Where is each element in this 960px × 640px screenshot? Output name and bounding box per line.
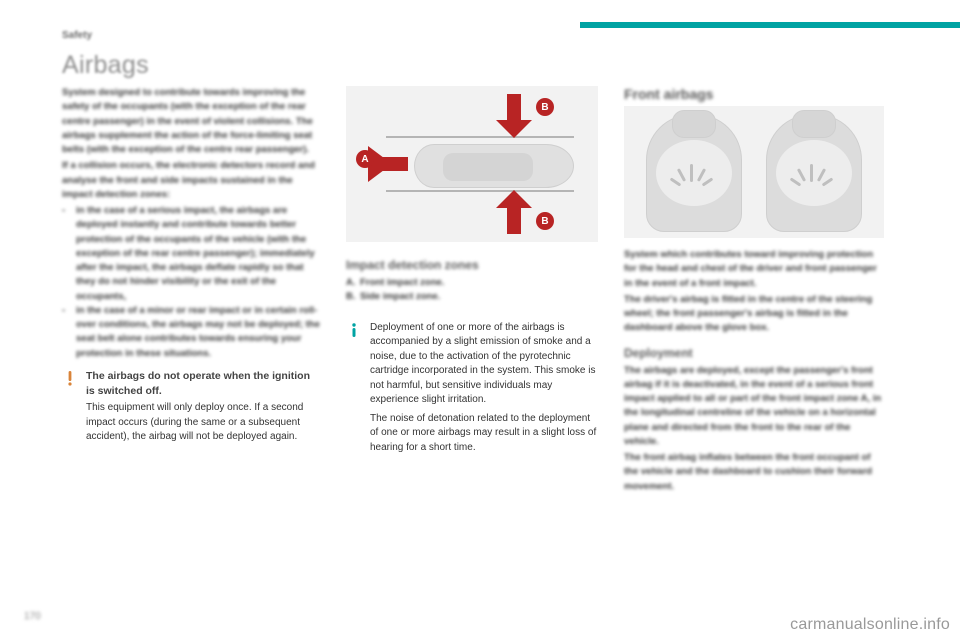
arrow-side-top-icon	[496, 94, 532, 138]
info-icon	[346, 322, 362, 338]
item-label: B.	[346, 290, 360, 304]
bullet-text: in the case of a serious impact, the air…	[76, 204, 320, 304]
list-item: B. Side impact zone.	[346, 290, 598, 304]
deployment-text: The airbags are deployed, except the pas…	[624, 364, 884, 496]
deployment-heading: Deployment	[624, 346, 884, 360]
label-b-bubble: B	[536, 212, 554, 230]
paragraph: System which contributes toward improvin…	[624, 248, 884, 291]
intro-block: System designed to contribute towards im…	[62, 86, 320, 361]
column-right: Front airbags	[624, 86, 884, 606]
front-airbags-diagram	[624, 106, 884, 238]
warning-title: The airbags do not operate when the igni…	[86, 369, 320, 399]
label-a: A	[361, 154, 368, 165]
arrow-front-icon	[368, 146, 412, 182]
passenger-seat-shape	[766, 114, 862, 232]
bullet-text: in the case of a minor or rear impact or…	[76, 304, 320, 361]
info-note: Deployment of one or more of the airbags…	[346, 321, 598, 456]
accent-bar	[580, 22, 960, 28]
intro-paragraph: System designed to contribute towards im…	[62, 86, 320, 157]
dash-icon: -	[62, 304, 76, 361]
label-b: B	[541, 216, 548, 227]
zones-list: A. Front impact zone. B. Side impact zon…	[346, 276, 598, 305]
list-item: A. Front impact zone.	[346, 276, 598, 290]
paragraph: The airbags are deployed, except the pas…	[624, 364, 884, 450]
category-label: Safety	[62, 30, 910, 41]
arrow-side-bottom-icon	[496, 190, 532, 234]
item-label: A.	[346, 276, 360, 290]
guide-line	[386, 190, 574, 192]
label-b-bubble: B	[536, 98, 554, 116]
warning-note: The airbags do not operate when the igni…	[62, 369, 320, 445]
page-number: 170	[24, 611, 41, 622]
label-b: B	[541, 102, 548, 113]
column-middle: A B B Impact detection zones A. Front im…	[346, 86, 598, 606]
paragraph: The front airbag inflates between the fr…	[624, 451, 884, 494]
dash-icon: -	[62, 204, 76, 304]
front-airbags-text: System which contributes toward improvin…	[624, 248, 884, 338]
impact-zone-diagram: A B B	[346, 86, 598, 242]
page: Safety Airbags System designed to contri…	[0, 0, 960, 640]
item-text: Side impact zone.	[360, 290, 598, 304]
driver-seat-shape	[646, 114, 742, 232]
item-text: Front impact zone.	[360, 276, 598, 290]
info-body: Deployment of one or more of the airbags…	[370, 321, 598, 456]
page-title: Airbags	[62, 51, 910, 80]
label-a-bubble: A	[356, 150, 374, 168]
info-paragraph: The noise of detonation related to the d…	[370, 412, 598, 456]
warning-icon	[62, 370, 78, 386]
paragraph: The driver's airbag is fitted in the cen…	[624, 293, 884, 336]
zones-heading: Impact detection zones	[346, 258, 598, 272]
warning-body: The airbags do not operate when the igni…	[86, 369, 320, 445]
info-paragraph: Deployment of one or more of the airbags…	[370, 321, 598, 408]
warning-text: This equipment will only deploy once. If…	[86, 401, 320, 445]
list-item: - in the case of a serious impact, the a…	[62, 204, 320, 304]
guide-line	[386, 136, 574, 138]
column-left: System designed to contribute towards im…	[62, 86, 320, 606]
front-airbags-heading: Front airbags	[624, 86, 884, 102]
intro-paragraph-2: If a collision occurs, the electronic de…	[62, 159, 320, 202]
watermark: carmanualsonline.info	[790, 616, 950, 634]
columns: System designed to contribute towards im…	[62, 86, 910, 606]
list-item: - in the case of a minor or rear impact …	[62, 304, 320, 361]
car-outline	[414, 144, 574, 188]
